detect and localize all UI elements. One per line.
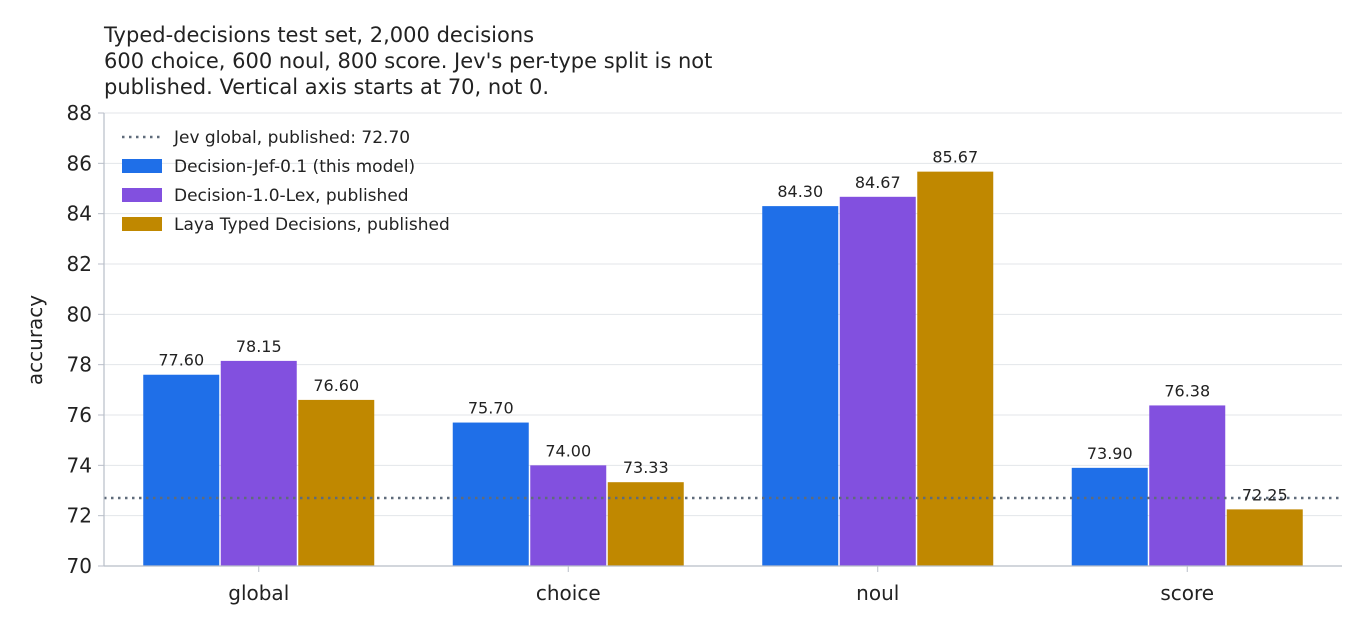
y-tick-label: 72 [67,504,92,528]
y-tick-label: 82 [67,252,92,276]
axes: 70 72 74 76 78 80 82 84 86 88 global choice noul scor… [67,101,1342,605]
y-axis-label: accuracy [23,295,47,385]
y-tick-label: 88 [67,101,92,125]
bar-global-2 [220,360,297,566]
bar-global-1 [143,374,220,566]
data-label: 78.15 [236,337,282,356]
data-label: 73.90 [1087,444,1133,463]
y-tick-label: 78 [67,353,92,377]
bars [143,171,1303,566]
data-label: 77.60 [158,351,204,370]
data-label: 85.67 [932,148,978,167]
legend-label-2: Decision-1.0-Lex, published [174,186,409,206]
y-tick-label: 70 [67,554,92,578]
y-tick-label: 86 [67,151,92,175]
data-label: 72.25 [1242,485,1288,504]
title-line-1: Typed-decisions test set, 2,000 decision… [104,23,535,47]
legend: Jev global, published: 72.70 Decision-Jef… [122,128,450,235]
legend-label-1: Decision-Jef-0.1 (this model) [174,157,415,177]
y-tick-label: 84 [67,202,92,226]
bar-score-3 [1226,509,1303,566]
legend-swatch-1 [122,159,162,173]
bar-choice-2 [530,465,607,566]
data-label: 75.70 [468,399,514,418]
y-tick-label: 76 [67,403,92,427]
x-tick-label: score [1160,581,1214,605]
legend-label-reference: Jev global, published: 72.70 [173,128,410,148]
data-label: 84.67 [855,173,901,192]
y-tick-label: 74 [67,453,92,477]
bar-noul-2 [839,196,916,566]
bar-choice-1 [452,422,529,566]
bar-choice-3 [607,482,684,566]
data-label: 76.60 [313,376,359,395]
title-line-3: published. Vertical axis starts at 70, n… [104,75,549,99]
title-line-2: 600 choice, 600 noul, 800 score. Jev's p… [104,49,713,73]
bar-noul-1 [762,206,839,566]
data-label: 84.30 [777,182,823,201]
bar-noul-3 [917,171,994,566]
bar-score-1 [1071,467,1148,566]
bar-score-2 [1149,405,1226,566]
legend-swatch-2 [122,188,162,202]
bar-global-3 [298,399,375,566]
legend-swatch-3 [122,217,162,231]
data-label: 76.38 [1164,381,1210,400]
data-label: 73.33 [623,458,669,477]
x-tick-label: choice [536,581,601,605]
x-tick-label: global [228,581,289,605]
legend-label-3: Laya Typed Decisions, published [174,215,450,235]
data-labels: 77.60 78.15 76.60 75.70 74.00 73.33 84.30 84.67… [158,148,1287,505]
chart-title: Typed-decisions test set, 2,000 decision… [104,22,712,100]
y-tick-label: 80 [67,302,92,326]
x-tick-label: noul [856,581,899,605]
data-label: 74.00 [545,441,591,460]
